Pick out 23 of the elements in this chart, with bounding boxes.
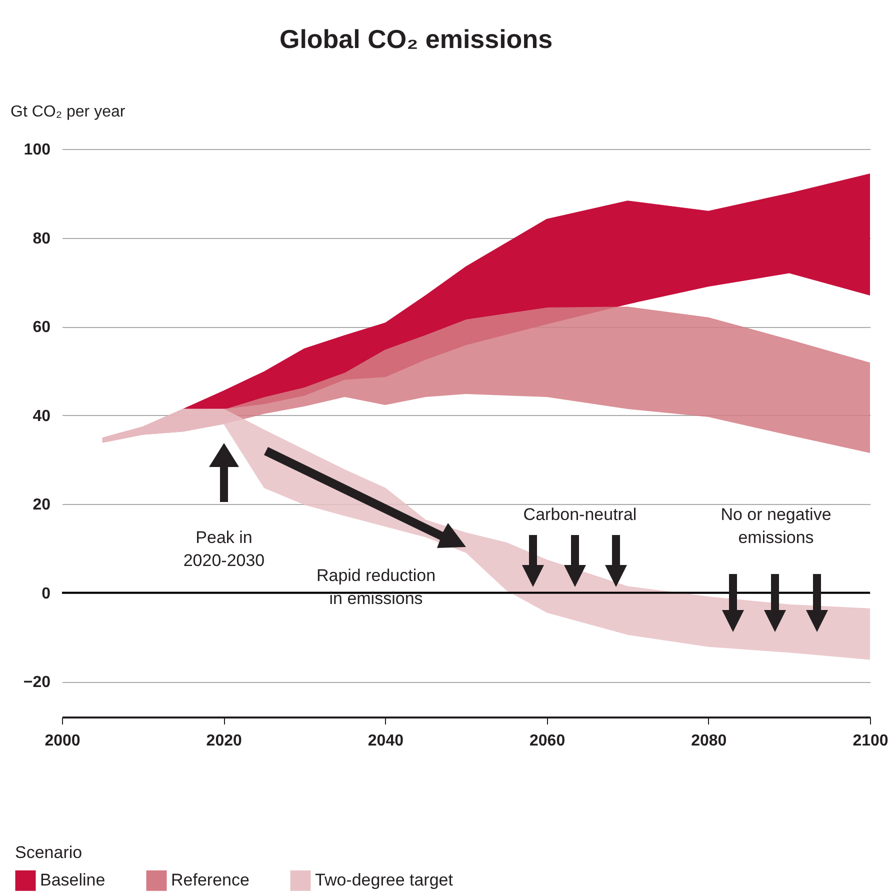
x-tick-label: 2000 [44, 732, 80, 750]
annotation: Carbon-neutral [523, 505, 637, 524]
annotation: Rapid reduction in emissions [316, 566, 436, 608]
y-tick-label: 40 [32, 408, 51, 425]
x-tick-label: 2020 [206, 732, 242, 750]
legend-label: Baseline [40, 870, 106, 890]
legend-label: Two-degree target [315, 870, 454, 890]
y-tick-label: 80 [32, 230, 51, 248]
x-tick-label: 2040 [368, 732, 404, 750]
y-tick-label: 0 [42, 585, 51, 602]
annotation: Peak in 2020-2030 [183, 528, 265, 570]
x-tick-label: 2080 [691, 732, 727, 750]
x-tick-label: 2100 [852, 732, 888, 750]
y-tick-label: 100 [24, 142, 51, 158]
y-tick-label: 20 [32, 496, 51, 514]
legend-title: Scenario [15, 843, 82, 862]
annotation: No or negative emissions [720, 505, 832, 547]
y-tick-label: 60 [32, 319, 51, 336]
x-tick-label: 2060 [530, 732, 566, 750]
y-axis-title: Gt CO₂ per year [10, 104, 126, 120]
chart-title: Global CO₂ emissions [279, 24, 553, 54]
y-tick-label: −20 [23, 674, 51, 691]
legend-label: Reference [171, 870, 250, 890]
